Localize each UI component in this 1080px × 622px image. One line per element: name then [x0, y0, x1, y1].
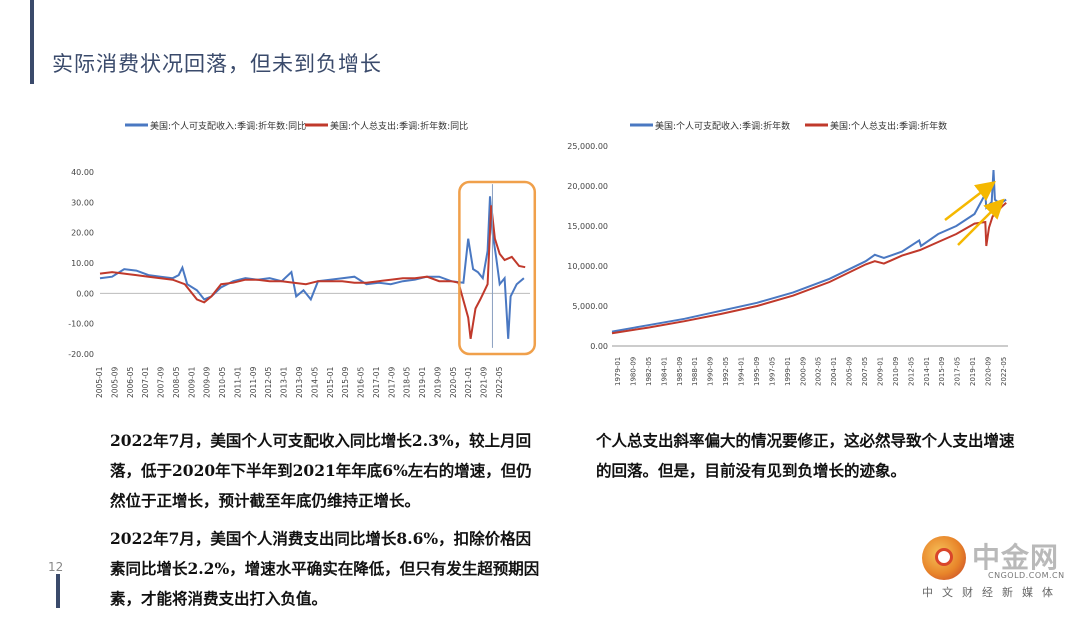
x-tick-label: 1984-01: [660, 357, 668, 386]
x-tick-label: 1980-09: [629, 357, 637, 386]
y-tick-label: 30.00: [71, 198, 94, 207]
y-tick-label: 10,000.00: [567, 262, 608, 271]
x-tick-label: 2000-09: [799, 357, 807, 386]
x-tick-label: 1988-01: [691, 357, 699, 386]
x-tick-label: 1995-09: [753, 357, 761, 386]
x-tick-label: 2019-01: [418, 366, 427, 398]
x-tick-label: 2014-01: [923, 357, 931, 386]
cngold-logo: 中金网 CNGOLD.COM.CN 中文财经新媒体: [918, 528, 1068, 608]
x-tick-label: 2017-09: [387, 366, 396, 398]
paragraph-trend: 个人总支出斜率偏大的情况要修正，这必然导致个人支出增速的回落。但是，目前没有见到…: [596, 431, 1015, 480]
y-tick-label: -10.00: [68, 320, 94, 329]
x-tick-label: 1990-09: [707, 357, 715, 386]
y-tick-label: 40.00: [71, 168, 94, 177]
bottom-accent-bar: [56, 574, 60, 608]
x-tick-label: 2022-05: [495, 366, 504, 398]
x-tick-label: 2021-01: [464, 366, 473, 398]
page-number: 12: [48, 560, 64, 574]
y-tick-label: 0.00: [590, 342, 608, 351]
x-tick-label: 2005-09: [846, 357, 854, 386]
x-tick-label: 2018-05: [403, 366, 412, 398]
x-tick-label: 2014-05: [310, 366, 319, 398]
x-tick-label: 2005-01: [95, 366, 104, 398]
x-tick-label: 2019-01: [969, 357, 977, 386]
chart1-legend: 美国:个人可支配收入:季调:折年数:同比 美国:个人总支出:季调:折年数:同比: [125, 120, 468, 132]
x-tick-label: 2020-05: [449, 366, 458, 398]
yoy-growth-chart: 美国:个人可支配收入:季调:折年数:同比 美国:个人总支出:季调:折年数:同比 …: [68, 120, 537, 398]
y-tick-label: 20.00: [71, 229, 94, 238]
y-tick-label: -20.00: [68, 350, 94, 359]
series-line-spending: [611, 202, 1007, 335]
x-tick-label: 2012-05: [907, 357, 915, 386]
highlight-box: [458, 180, 537, 356]
right-text-block: 个人总支出斜率偏大的情况要修正，这必然导致个人支出增速的回落。但是，目前没有见到…: [596, 426, 1016, 494]
x-tick-label: 2007-09: [157, 366, 166, 398]
x-tick-label: 2009-01: [187, 366, 196, 398]
x-tick-label: 2007-01: [141, 366, 150, 398]
x-tick-label: 2011-01: [233, 366, 242, 398]
paragraph-income: 2022年7月，美国个人可支配收入同比增长2.3%，较上月回落，低于2020年下…: [110, 431, 532, 510]
y-tick-label: 5,000.00: [572, 302, 608, 311]
x-tick-label: 2008-05: [172, 366, 181, 398]
trend-arrows: [944, 180, 1005, 246]
series-line-income: [611, 169, 1007, 333]
x-tick-label: 2013-09: [295, 366, 304, 398]
legend-label-spending: 美国:个人总支出:季调:折年数: [830, 120, 947, 132]
x-tick-label: 2021-09: [480, 366, 489, 398]
trend-arrow-upper: [944, 180, 996, 221]
x-tick-label: 2010-09: [892, 357, 900, 386]
chart2-legend: 美国:个人可支配收入:季调:折年数 美国:个人总支出:季调:折年数: [630, 120, 947, 132]
y-tick-label: 15,000.00: [567, 222, 608, 231]
title-accent-bar: [30, 0, 34, 84]
legend-label-income: 美国:个人可支配收入:季调:折年数: [655, 120, 790, 132]
left-text-block: 2022年7月，美国个人可支配收入同比增长2.3%，较上月回落，低于2020年下…: [110, 426, 540, 622]
x-tick-label: 1997-05: [768, 357, 776, 386]
x-tick-label: 1982-05: [645, 357, 653, 386]
y-tick-label: 25,000.00: [567, 142, 608, 151]
series-line-spending: [99, 205, 526, 339]
x-tick-label: 2011-09: [249, 366, 258, 398]
x-tick-label: 2016-05: [357, 366, 366, 398]
level-chart: 美国:个人可支配收入:季调:折年数 美国:个人总支出:季调:折年数 25,000…: [567, 120, 1008, 386]
x-tick-label: 1992-05: [722, 357, 730, 386]
logo-name: 中金网: [972, 541, 1060, 574]
y-tick-label: 10.00: [71, 259, 94, 268]
x-tick-label: 2010-05: [218, 366, 227, 398]
page-title: 实际消费状况回落，但未到负增长: [52, 52, 382, 76]
x-tick-label: 1985-09: [676, 357, 684, 386]
x-tick-label: 2017-05: [954, 357, 962, 386]
legend-label-income: 美国:个人可支配收入:季调:折年数:同比: [150, 120, 306, 132]
paragraph-spending: 2022年7月，美国个人消费支出同比增长8.6%，扣除价格因素同比增长2.2%，…: [110, 529, 540, 608]
y-tick-label: 20,000.00: [567, 182, 608, 191]
x-tick-label: 1999-01: [784, 357, 792, 386]
series-line-income: [99, 196, 525, 339]
x-tick-label: 2004-01: [830, 357, 838, 386]
x-tick-label: 2007-05: [861, 357, 869, 386]
trend-arrow-lower: [957, 198, 1005, 246]
x-tick-label: 2005-09: [110, 366, 119, 398]
x-tick-label: 1979-01: [614, 357, 622, 386]
x-tick-label: 2015-09: [341, 366, 350, 398]
x-tick-label: 2017-01: [372, 366, 381, 398]
logo-url: CNGOLD.COM.CN: [988, 571, 1065, 580]
x-tick-label: 2009-09: [203, 366, 212, 398]
x-tick-label: 2013-01: [280, 366, 289, 398]
x-tick-label: 2020-09: [985, 357, 993, 386]
x-tick-label: 1994-01: [738, 357, 746, 386]
logo-subtitle: 中文财经新媒体: [922, 586, 1062, 599]
x-tick-label: 2002-05: [815, 357, 823, 386]
x-tick-label: 2015-01: [326, 366, 335, 398]
legend-label-spending: 美国:个人总支出:季调:折年数:同比: [330, 120, 468, 132]
x-tick-label: 2015-09: [938, 357, 946, 386]
x-tick-label: 2019-09: [433, 366, 442, 398]
logo-mark-icon: [922, 536, 966, 580]
x-tick-label: 2012-05: [264, 366, 273, 398]
x-tick-label: 2006-05: [126, 366, 135, 398]
y-tick-label: 0.00: [76, 289, 94, 298]
x-tick-label: 2022-05: [1000, 357, 1008, 386]
x-tick-label: 2009-01: [876, 357, 884, 386]
